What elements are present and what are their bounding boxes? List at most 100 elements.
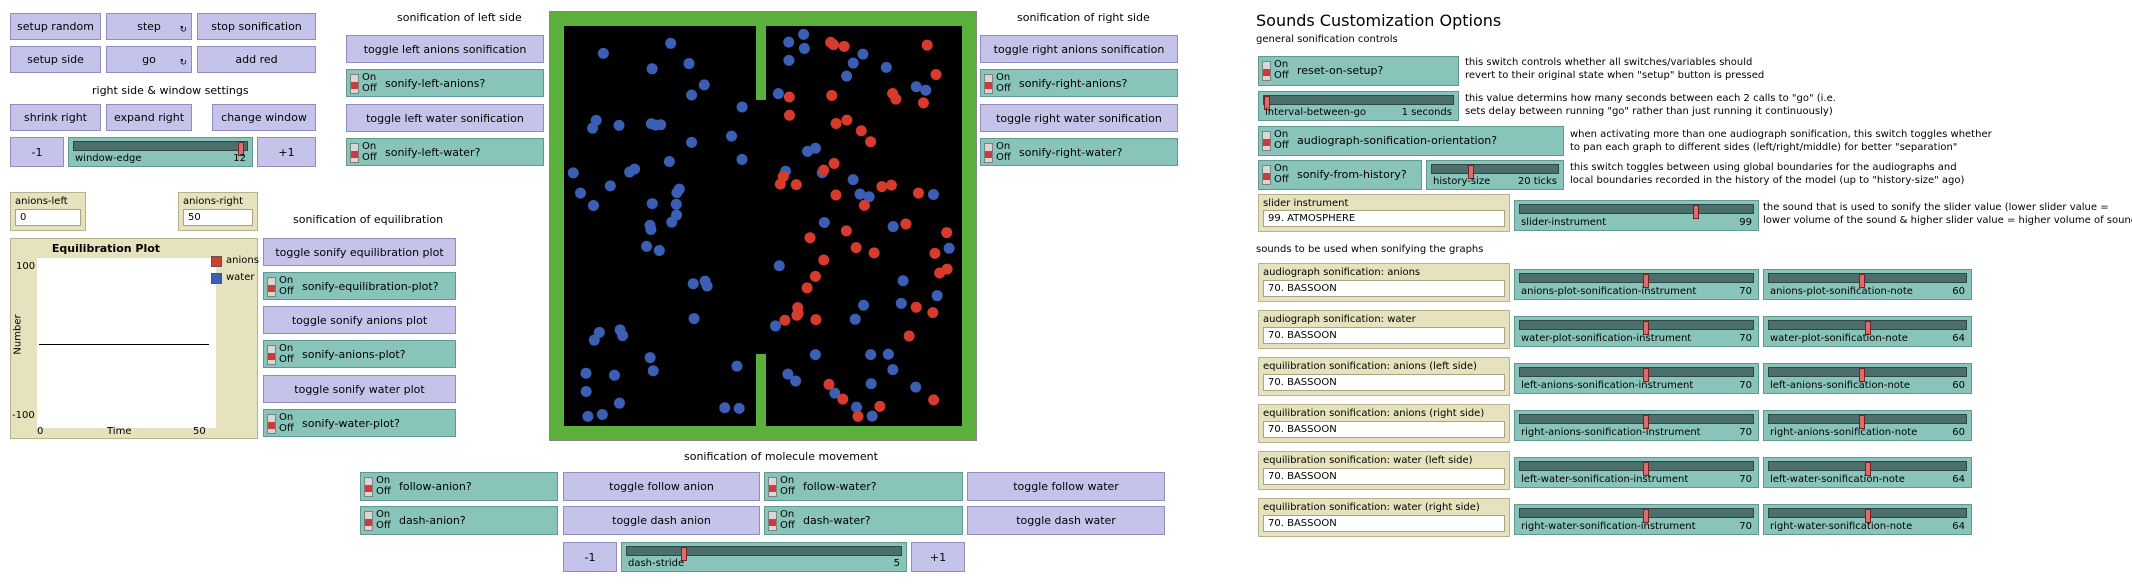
sonify-equilibration-plot-switch[interactable]: On Off sonify-equilibration-plot? bbox=[263, 272, 456, 300]
slider-thumb[interactable] bbox=[1643, 509, 1649, 523]
slider-thumb[interactable] bbox=[1693, 205, 1699, 219]
chooser-value[interactable]: 70. BASSOON bbox=[1263, 421, 1505, 438]
sonify-left-water-switch[interactable]: On Off sonify-left-water? bbox=[346, 138, 544, 166]
toggle-right-water-button[interactable]: toggle right water sonification bbox=[980, 104, 1178, 132]
dash-anion-switch[interactable]: On Off dash-anion? bbox=[360, 506, 558, 535]
chooser-value[interactable]: 70. BASSOON bbox=[1263, 280, 1505, 297]
toggle-dash-anion-button[interactable]: toggle dash anion bbox=[563, 506, 760, 535]
window-edge-slider[interactable]: window-edge 12 bbox=[68, 137, 253, 167]
instrument-slider[interactable]: left-water-sonification-instrument 70 bbox=[1514, 457, 1759, 488]
toggle-right-anions-button[interactable]: toggle right anions sonification bbox=[980, 35, 1178, 63]
slider-track[interactable] bbox=[1519, 367, 1754, 382]
sound-chooser[interactable]: equilibration sonification: anions (righ… bbox=[1258, 404, 1510, 443]
slider-track[interactable] bbox=[1431, 164, 1559, 179]
instrument-slider[interactable]: water-plot-sonification-instrument 70 bbox=[1514, 316, 1759, 347]
toggle-left-anions-button[interactable]: toggle left anions sonification bbox=[346, 35, 544, 63]
sonify-anions-plot-switch[interactable]: On Off sonify-anions-plot? bbox=[263, 340, 456, 368]
sonify-right-water-switch[interactable]: On Off sonify-right-water? bbox=[980, 138, 1178, 166]
chooser-value[interactable]: 70. BASSOON bbox=[1263, 468, 1505, 485]
slider-track[interactable] bbox=[1519, 461, 1754, 476]
slider-track[interactable] bbox=[73, 141, 248, 156]
chooser-value[interactable]: 70. BASSOON bbox=[1263, 515, 1505, 532]
instrument-slider[interactable]: left-anions-sonification-instrument 70 bbox=[1514, 363, 1759, 394]
toggle-sonify-equilibration-button[interactable]: toggle sonify equilibration plot bbox=[263, 238, 456, 266]
slider-track[interactable] bbox=[1263, 95, 1454, 110]
slider-track[interactable] bbox=[626, 546, 902, 561]
sound-chooser[interactable]: audiograph sonification: water 70. BASSOO… bbox=[1258, 310, 1510, 349]
note-slider[interactable]: right-water-sonification-note 64 bbox=[1763, 504, 1972, 535]
slider-thumb[interactable] bbox=[1643, 415, 1649, 429]
slider-thumb[interactable] bbox=[238, 142, 244, 156]
toggle-follow-water-button[interactable]: toggle follow water bbox=[967, 472, 1165, 501]
sound-chooser[interactable]: equilibration sonification: water (left … bbox=[1258, 451, 1510, 490]
chooser-value[interactable]: 70. BASSOON bbox=[1263, 374, 1505, 391]
interval-between-go-slider[interactable]: interval-between-go 1 seconds bbox=[1258, 91, 1459, 121]
sonify-left-anions-switch[interactable]: On Off sonify-left-anions? bbox=[346, 69, 544, 97]
instrument-slider[interactable]: anions-plot-sonification-instrument 70 bbox=[1514, 269, 1759, 300]
sound-chooser[interactable]: equilibration sonification: anions (left… bbox=[1258, 357, 1510, 396]
audiograph-orientation-switch[interactable]: On Off audiograph-sonification-orientatio… bbox=[1258, 126, 1564, 156]
sonify-right-anions-switch[interactable]: On Off sonify-right-anions? bbox=[980, 69, 1178, 97]
world-view[interactable] bbox=[549, 11, 977, 441]
slider-track[interactable] bbox=[1519, 204, 1754, 219]
note-slider[interactable]: water-plot-sonification-note 64 bbox=[1763, 316, 1972, 347]
slider-track[interactable] bbox=[1519, 320, 1754, 335]
slider-thumb[interactable] bbox=[1859, 415, 1865, 429]
slider-track[interactable] bbox=[1768, 367, 1967, 382]
toggle-sonify-anions-button[interactable]: toggle sonify anions plot bbox=[263, 306, 456, 334]
slider-track[interactable] bbox=[1768, 414, 1967, 429]
follow-water-switch[interactable]: On Off follow-water? bbox=[764, 472, 963, 501]
note-slider[interactable]: left-anions-sonification-note 60 bbox=[1763, 363, 1972, 394]
stop-sonification-button[interactable]: stop sonification bbox=[197, 13, 316, 40]
reset-on-setup-switch[interactable]: On Off reset-on-setup? bbox=[1258, 56, 1459, 86]
change-window-button[interactable]: change window bbox=[212, 104, 316, 131]
toggle-dash-water-button[interactable]: toggle dash water bbox=[967, 506, 1165, 535]
instrument-slider[interactable]: right-water-sonification-instrument 70 bbox=[1514, 504, 1759, 535]
note-slider[interactable]: anions-plot-sonification-note 60 bbox=[1763, 269, 1972, 300]
slider-track[interactable] bbox=[1519, 273, 1754, 288]
toggle-left-water-button[interactable]: toggle left water sonification bbox=[346, 104, 544, 132]
slider-thumb[interactable] bbox=[1865, 509, 1871, 523]
decrement-window-edge-button[interactable]: -1 bbox=[10, 137, 64, 167]
add-red-button[interactable]: add red bbox=[197, 46, 316, 73]
setup-random-button[interactable]: setup random bbox=[10, 13, 101, 40]
slider-thumb[interactable] bbox=[1643, 462, 1649, 476]
slider-thumb[interactable] bbox=[1643, 321, 1649, 335]
chooser-value[interactable]: 70. BASSOON bbox=[1263, 327, 1505, 344]
increment-dash-stride-button[interactable]: +1 bbox=[911, 542, 965, 572]
note-slider[interactable]: left-water-sonification-note 64 bbox=[1763, 457, 1972, 488]
dash-stride-slider[interactable]: dash-stride 5 bbox=[621, 542, 907, 572]
chooser-value[interactable]: 99. ATMOSPHERE bbox=[1263, 210, 1505, 227]
instrument-slider[interactable]: right-anions-sonification-instrument 70 bbox=[1514, 410, 1759, 441]
slider-thumb[interactable] bbox=[1865, 462, 1871, 476]
increment-window-edge-button[interactable]: +1 bbox=[257, 137, 316, 167]
sound-chooser[interactable]: equilibration sonification: water (right… bbox=[1258, 498, 1510, 537]
slider-thumb[interactable] bbox=[1859, 368, 1865, 382]
toggle-follow-anion-button[interactable]: toggle follow anion bbox=[563, 472, 760, 501]
sonify-from-history-switch[interactable]: On Off sonify-from-history? bbox=[1258, 160, 1422, 190]
follow-anion-switch[interactable]: On Off follow-anion? bbox=[360, 472, 558, 501]
slider-instrument-slider[interactable]: slider-instrument 99 bbox=[1514, 200, 1759, 231]
slider-thumb[interactable] bbox=[1643, 274, 1649, 288]
slider-thumb[interactable] bbox=[681, 547, 687, 561]
slider-track[interactable] bbox=[1768, 508, 1967, 523]
decrement-dash-stride-button[interactable]: -1 bbox=[563, 542, 617, 572]
sound-chooser[interactable]: audiograph sonification: anions 70. BASSO… bbox=[1258, 263, 1510, 302]
slider-thumb[interactable] bbox=[1859, 274, 1865, 288]
toggle-sonify-water-button[interactable]: toggle sonify water plot bbox=[263, 375, 456, 403]
sonify-water-plot-switch[interactable]: On Off sonify-water-plot? bbox=[263, 409, 456, 437]
slider-thumb[interactable] bbox=[1865, 321, 1871, 335]
history-size-slider[interactable]: history-size 20 ticks bbox=[1426, 160, 1564, 190]
setup-side-button[interactable]: setup side bbox=[10, 46, 101, 73]
slider-instrument-chooser[interactable]: slider instrument 99. ATMOSPHERE bbox=[1258, 194, 1510, 232]
slider-track[interactable] bbox=[1768, 320, 1967, 335]
slider-track[interactable] bbox=[1768, 461, 1967, 476]
slider-track[interactable] bbox=[1519, 414, 1754, 429]
dash-water-switch[interactable]: On Off dash-water? bbox=[764, 506, 963, 535]
step-button[interactable]: step ↻ bbox=[106, 13, 192, 40]
slider-thumb[interactable] bbox=[1264, 96, 1270, 110]
note-slider[interactable]: right-anions-sonification-note 60 bbox=[1763, 410, 1972, 441]
slider-track[interactable] bbox=[1519, 508, 1754, 523]
slider-track[interactable] bbox=[1768, 273, 1967, 288]
expand-right-button[interactable]: expand right bbox=[106, 104, 192, 131]
